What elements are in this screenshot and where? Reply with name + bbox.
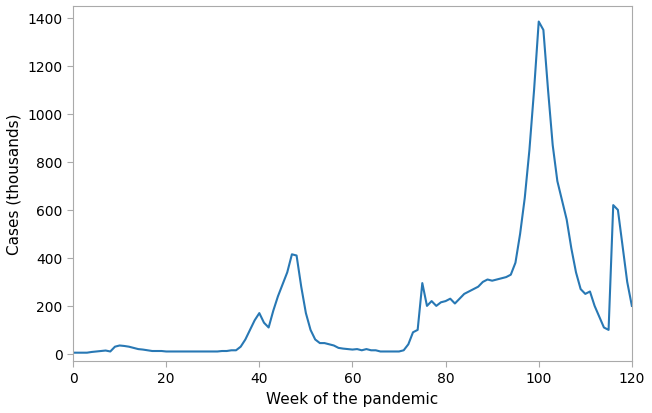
- Y-axis label: Cases (thousands): Cases (thousands): [7, 114, 22, 255]
- X-axis label: Week of the pandemic: Week of the pandemic: [266, 391, 439, 406]
